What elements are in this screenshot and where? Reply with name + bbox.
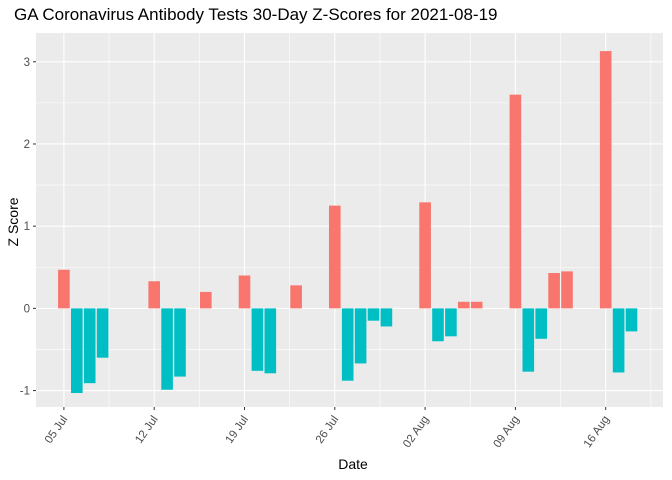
x-tick-label: 09 Aug bbox=[491, 414, 521, 450]
bar bbox=[509, 94, 522, 309]
bar bbox=[174, 308, 186, 377]
bar bbox=[612, 308, 625, 373]
bar bbox=[161, 308, 173, 390]
bar bbox=[96, 308, 109, 358]
y-tick-label: 3 bbox=[24, 57, 30, 69]
bar bbox=[238, 275, 251, 309]
bar bbox=[535, 308, 548, 339]
bar bbox=[367, 308, 380, 321]
y-axis-title: Z Score bbox=[5, 197, 21, 246]
bar bbox=[599, 51, 612, 309]
chart-title: GA Coronavirus Antibody Tests 30-Day Z-S… bbox=[14, 5, 497, 24]
x-tick-label: 02 Aug bbox=[401, 414, 431, 450]
bar bbox=[457, 301, 470, 309]
x-tick-label: 12 Jul bbox=[133, 414, 160, 446]
bar bbox=[341, 308, 354, 381]
bar bbox=[470, 301, 483, 309]
x-tick-label: 05 Jul bbox=[43, 414, 70, 446]
bar bbox=[58, 269, 70, 309]
bar bbox=[625, 308, 638, 332]
bar bbox=[70, 308, 83, 394]
x-tick-label: 26 Jul bbox=[314, 414, 341, 446]
minor-gridlines bbox=[18, 33, 663, 407]
y-tick-label: 0 bbox=[24, 303, 30, 315]
y-tick-label: -1 bbox=[20, 386, 30, 398]
x-tick-label: 16 Aug bbox=[582, 414, 612, 450]
bar bbox=[522, 308, 535, 372]
bar bbox=[354, 308, 367, 364]
bar bbox=[290, 285, 302, 309]
x-tick-label: 19 Jul bbox=[224, 414, 251, 446]
bar bbox=[251, 308, 264, 371]
bar bbox=[199, 291, 212, 309]
bar bbox=[432, 308, 444, 342]
x-axis: 05 Jul 12 Jul 19 Jul 26 Jul 02 Aug 09 Aug 16 A… bbox=[43, 407, 612, 450]
bar bbox=[561, 271, 573, 309]
bar bbox=[445, 308, 457, 337]
bar bbox=[328, 205, 341, 309]
y-axis: -1 0 1 2 3 bbox=[20, 57, 36, 398]
bar bbox=[148, 281, 161, 309]
bar bbox=[380, 308, 393, 327]
bars bbox=[58, 51, 638, 394]
bar bbox=[548, 273, 560, 309]
y-tick-label: 2 bbox=[24, 139, 30, 151]
x-axis-title: Date bbox=[338, 456, 368, 472]
y-tick-label: 1 bbox=[24, 221, 30, 233]
bar bbox=[83, 308, 96, 384]
bar bbox=[419, 202, 431, 309]
bar bbox=[264, 308, 277, 374]
